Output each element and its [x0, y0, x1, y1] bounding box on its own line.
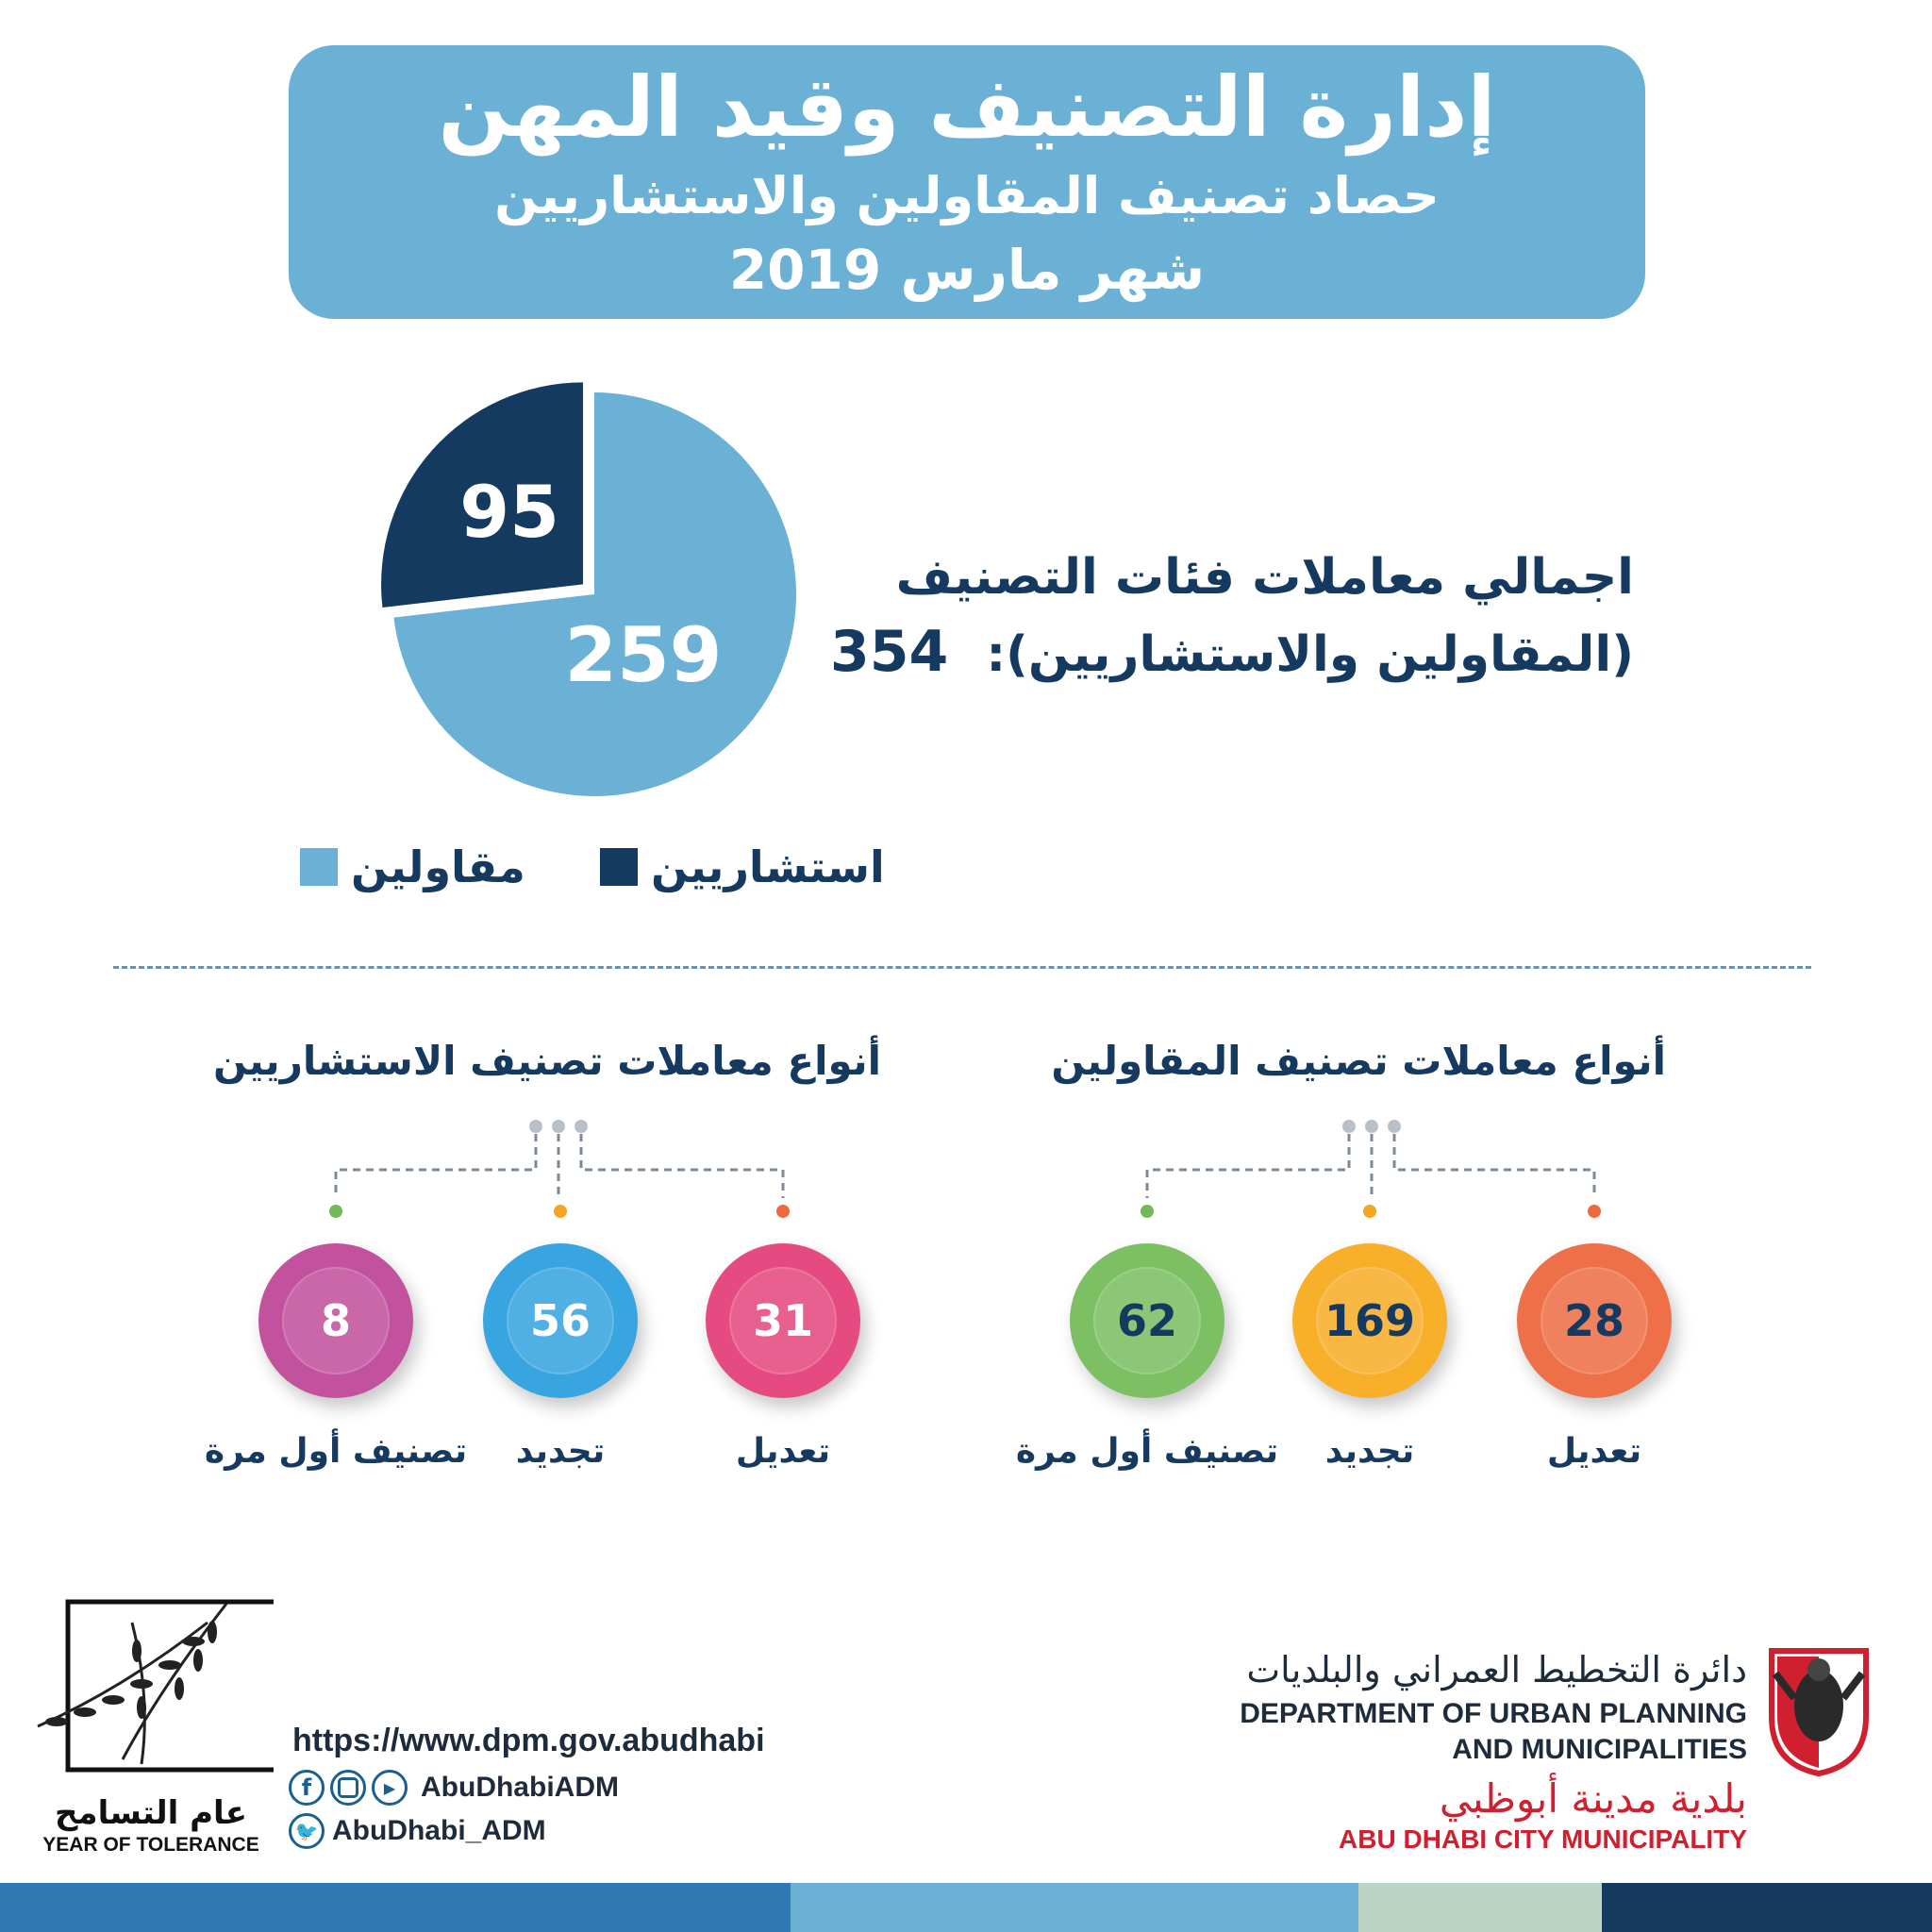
page-subtitle: حصاد تصنيف المقاولين والاستشاريين — [494, 166, 1440, 225]
consultants-node-label: تجديد — [515, 1432, 606, 1471]
contractors-connector-dot — [1365, 1120, 1378, 1133]
consultants-node-value: 56 — [529, 1295, 591, 1346]
contractors-node-value: 169 — [1324, 1295, 1416, 1346]
page-title: إدارة التصنيف وقيد المهن — [438, 58, 1496, 156]
contractors-group-title: أنواع معاملات تصنيف المقاولين — [1051, 1038, 1666, 1084]
report-month: شهر مارس 2019 — [728, 238, 1206, 302]
total-line: 354 (المقاولين والاستشاريين): — [830, 619, 1634, 685]
consultants-node-dot — [554, 1205, 567, 1218]
consultants-node-dot — [776, 1205, 790, 1218]
pie-chart: 259 95 — [381, 382, 796, 796]
contractors-connector-dot — [1388, 1120, 1401, 1133]
consultants-connector-line — [334, 1134, 538, 1198]
contractors-node-label: تعديل — [1546, 1432, 1642, 1471]
contractors-node-dot — [1363, 1205, 1376, 1218]
consultants-connector-dot — [575, 1120, 588, 1133]
total-label: اجمالي معاملات فئات التصنيف — [895, 549, 1634, 606]
legend-consultants: استشاريين — [600, 841, 885, 892]
tolerance-en: YEAR OF TOLERANCE — [42, 1834, 259, 1856]
contractors-node-inner: 169 — [1316, 1267, 1424, 1374]
consultants-node-inner: 31 — [729, 1267, 837, 1374]
municipality-en: ABU DHABI CITY MUNICIPALITY — [1339, 1824, 1747, 1854]
legend-contractors: مقاولين — [300, 841, 525, 892]
social-handle[interactable]: AbuDhabiADM — [421, 1772, 619, 1803]
twitter-handle[interactable]: AbuDhabi_ADM — [332, 1815, 546, 1846]
legend-label-consultants: استشاريين — [651, 841, 885, 892]
consultants-connector-dot — [529, 1120, 542, 1133]
dept-name-en-1: DEPARTMENT OF URBAN PLANNING — [1240, 1698, 1747, 1729]
contractors-node: 28 — [1517, 1243, 1672, 1398]
connector-lines — [329, 1120, 1601, 1218]
website-url[interactable]: https://www.dpm.gov.abudhabi — [292, 1723, 765, 1758]
twitter-icon[interactable]: 🐦 — [289, 1813, 325, 1849]
contractors-connector-line — [1392, 1134, 1596, 1198]
bottom-bar-segment — [1602, 1883, 1932, 1932]
contractors-node-label: تصنيف أول مرة — [1015, 1432, 1279, 1471]
header-banner — [289, 45, 1645, 319]
consultants-node-dot — [329, 1205, 342, 1218]
dept-name-en-2: AND MUNICIPALITIES — [1452, 1734, 1747, 1765]
consultants-node: 31 — [706, 1243, 860, 1398]
section-divider — [113, 966, 1811, 969]
pie-slice-contractors — [393, 392, 796, 796]
consultants-connector-line — [579, 1134, 785, 1198]
youtube-icon[interactable]: ▶ — [372, 1770, 408, 1806]
contractors-node-inner: 62 — [1093, 1267, 1201, 1374]
social-row: f ▶ AbuDhabiADM — [289, 1770, 619, 1806]
legend-swatch-consultants — [600, 848, 638, 886]
consultants-node-label: تصنيف أول مرة — [204, 1432, 468, 1471]
contractors-node-dot — [1141, 1205, 1154, 1218]
contractors-node-value: 62 — [1116, 1295, 1177, 1346]
dept-name-ar: دائرة التخطيط العمراني والبلديات — [1246, 1649, 1747, 1690]
facebook-icon[interactable]: f — [289, 1770, 325, 1806]
contractors-node-value: 28 — [1563, 1295, 1624, 1346]
total-value: 354 — [830, 619, 949, 685]
legend-label-contractors: مقاولين — [351, 841, 525, 892]
consultants-group-title: أنواع معاملات تصنيف الاستشاريين — [212, 1038, 881, 1084]
contractors-node-dot — [1588, 1205, 1601, 1218]
consultants-node-value: 8 — [320, 1295, 351, 1346]
total-sublabel: (المقاولين والاستشاريين): — [986, 626, 1634, 683]
consultants-connector-dot — [552, 1120, 565, 1133]
pie-label-consultants: 95 — [459, 470, 559, 554]
consultants-node-value: 31 — [752, 1295, 813, 1346]
emblem-icon — [1769, 1648, 1869, 1777]
consultants-node: 56 — [483, 1243, 638, 1398]
bottom-bar-segment — [1358, 1883, 1602, 1932]
pie-slice-consultants — [381, 382, 584, 608]
bottom-bar-segment — [0, 1883, 791, 1932]
contractors-node-label: تجديد — [1324, 1432, 1415, 1471]
pie-label-contractors: 259 — [564, 611, 722, 699]
consultants-node: 8 — [258, 1243, 413, 1398]
contractors-connector-dot — [1342, 1120, 1356, 1133]
instagram-icon[interactable] — [330, 1770, 366, 1806]
consultants-node-inner: 56 — [507, 1267, 614, 1374]
contractors-connector-line — [1145, 1134, 1351, 1198]
municipality-ar: بلدية مدينة أبوظبي — [1439, 1775, 1747, 1822]
twitter-row: 🐦 AbuDhabi_ADM — [289, 1813, 546, 1849]
tolerance-ar: عام التسامح — [55, 1794, 247, 1832]
contractors-node-inner: 28 — [1541, 1267, 1648, 1374]
contractors-node: 62 — [1070, 1243, 1224, 1398]
consultants-node-inner: 8 — [282, 1267, 390, 1374]
bottom-bar-segment — [791, 1883, 1358, 1932]
year-of-tolerance-logo — [37, 1599, 274, 1773]
legend-swatch-contractors — [300, 848, 338, 886]
contractors-node: 169 — [1292, 1243, 1447, 1398]
consultants-node-label: تعديل — [735, 1432, 831, 1471]
